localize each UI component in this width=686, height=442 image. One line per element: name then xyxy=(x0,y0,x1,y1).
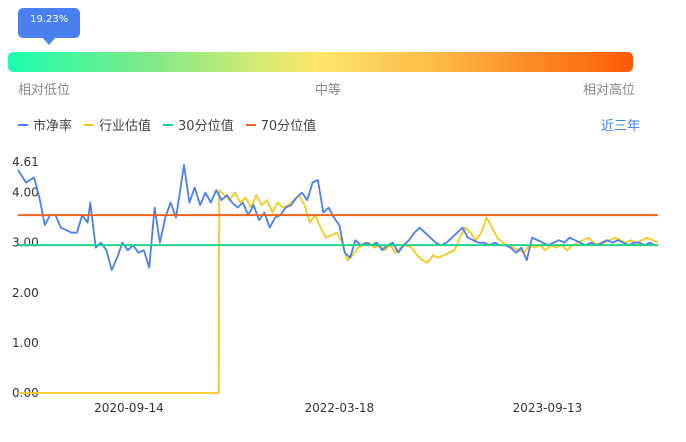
legend-item-p30[interactable]: 30分位值 xyxy=(163,115,234,134)
period-selector[interactable]: 近三年 xyxy=(600,119,640,134)
x-tick-label: 2023-09-13 xyxy=(513,401,583,415)
legend-item-p70[interactable]: 70分位值 xyxy=(245,115,317,134)
y-tick-label: 1.00 xyxy=(12,336,39,350)
gauge-high-label: 相对高位 xyxy=(583,83,636,98)
legend-swatch-p70 xyxy=(245,123,256,126)
percentile-tooltip: 19.23% xyxy=(18,8,81,45)
series-line-pb xyxy=(17,164,658,272)
x-axis-ticks: 2020-09-14 2022-03-18 2023-09-13 xyxy=(94,401,582,415)
valuation-gauge-bar xyxy=(8,52,633,72)
gauge-low-label: 相对低位 xyxy=(18,83,71,98)
legend-item-pb[interactable]: 市净率 xyxy=(18,115,72,134)
y-tick-label: 3.00 xyxy=(12,236,39,250)
legend-label-p30: 30分位值 xyxy=(178,119,234,134)
series-line-industry xyxy=(18,189,659,394)
chart-series xyxy=(17,164,659,394)
legend-item-industry[interactable]: 行业估值 xyxy=(84,115,151,134)
y-tick-label: 2.00 xyxy=(12,286,39,300)
legend-swatch-industry xyxy=(84,123,95,126)
reference-lines xyxy=(18,214,658,247)
gauge-mid-label: 中等 xyxy=(315,83,342,98)
chart-legend: 市净率 行业估值 30分位值 70分位值 xyxy=(18,115,328,134)
y-tick-label: 4.00 xyxy=(12,186,39,200)
legend-swatch-p30 xyxy=(163,123,174,126)
legend-label-p70: 70分位值 xyxy=(260,119,317,134)
legend-swatch-pb xyxy=(18,123,28,126)
legend-label-pb: 市净率 xyxy=(33,119,73,134)
y-axis-ticks: 4.614.003.002.001.000.00 xyxy=(12,155,39,400)
y-tick-label: 4.61 xyxy=(12,155,39,169)
x-tick-label: 2022-03-18 xyxy=(304,401,374,415)
legend-label-industry: 行业估值 xyxy=(99,119,152,134)
x-tick-label: 2020-09-14 xyxy=(94,401,164,415)
